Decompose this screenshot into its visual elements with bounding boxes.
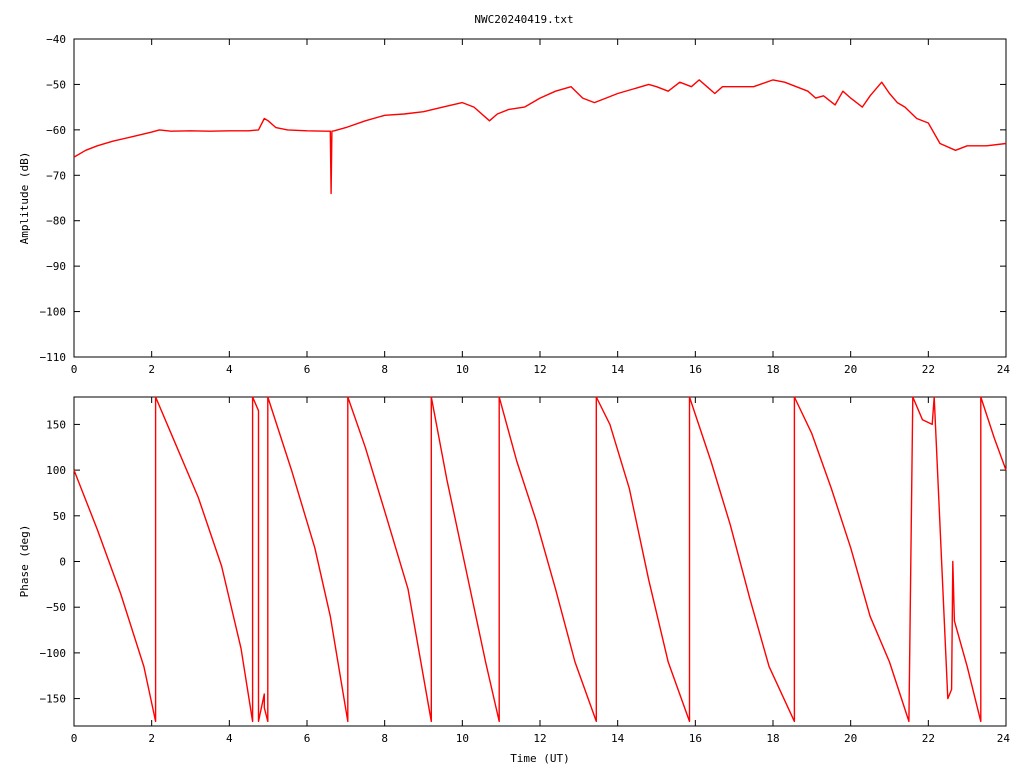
- phase-x-tick-label: 6: [304, 732, 311, 745]
- phase-y-tick-label: −150: [40, 693, 67, 706]
- phase-x-tick-label: 12: [533, 732, 546, 745]
- phase-x-axis-label: Time (UT): [510, 752, 570, 765]
- phase-y-tick-label: −100: [40, 647, 67, 660]
- phase-series-line: [73, 396, 1007, 723]
- amplitude-series-group: [73, 79, 1007, 195]
- phase-y-tick-label: 0: [59, 556, 66, 569]
- phase-x-tick-label: 14: [611, 732, 625, 745]
- amplitude-x-tick-label: 4: [226, 363, 233, 376]
- amplitude-x-tick-label: 22: [922, 363, 935, 376]
- phase-y-axis-label: Phase (deg): [18, 525, 31, 598]
- amplitude-y-axis-label: Amplitude (dB): [18, 152, 31, 245]
- amplitude-x-tick-label: 24: [997, 363, 1011, 376]
- amplitude-x-tick-label: 2: [148, 363, 155, 376]
- amplitude-y-tick-label: −80: [46, 215, 66, 228]
- phase-x-tick-label: 4: [226, 732, 233, 745]
- phase-x-tick-label: 0: [71, 732, 78, 745]
- amplitude-y-tick-label: −90: [46, 260, 66, 273]
- amplitude-x-tick-label: 8: [381, 363, 388, 376]
- phase-x-tick-label: 16: [689, 732, 702, 745]
- amplitude-series-line: [73, 79, 1007, 195]
- phase-x-tick-label: 8: [381, 732, 388, 745]
- amplitude-x-tick-label: 18: [766, 363, 779, 376]
- phase-x-tick-label: 22: [922, 732, 935, 745]
- amplitude-x-ticks: 0 2 4 6 8 10 12 14 16 18 20 22 24: [71, 39, 1011, 376]
- amplitude-y-tick-label: −40: [46, 33, 66, 46]
- amplitude-y-tick-label: −60: [46, 124, 66, 137]
- amplitude-y-tick-label: −100: [40, 306, 67, 319]
- amplitude-panel: −110−100−90−80−70−60−50−40 0 2 4 6 8 10 12 14 16…: [18, 33, 1010, 376]
- amplitude-y-ticks: −110 −100 −90 −80 −70 −60 −50 −40: [40, 33, 1006, 364]
- amplitude-x-tick-label: 16: [689, 363, 702, 376]
- amplitude-x-tick-label: 14: [611, 363, 625, 376]
- phase-x-tick-label: 18: [766, 732, 779, 745]
- phase-x-tick-label: 24: [997, 732, 1011, 745]
- phase-y-tick-label: 50: [53, 510, 66, 523]
- phase-y-ticks: −150 −100 −50 0 50 100 150: [40, 418, 1006, 706]
- chart-title: NWC20240419.txt: [474, 13, 573, 26]
- amplitude-x-tick-label: 12: [533, 363, 546, 376]
- phase-plot-frame: [73, 396, 1007, 727]
- amplitude-y-tick-label: −110: [40, 351, 67, 364]
- phase-x-tick-label: 10: [456, 732, 469, 745]
- amplitude-x-tick-label: 20: [844, 363, 857, 376]
- phase-y-tick-label: −50: [46, 601, 66, 614]
- phase-x-tick-label: 20: [844, 732, 857, 745]
- phase-y-tick-label: 150: [46, 418, 66, 431]
- amplitude-y-tick-label: −50: [46, 78, 66, 91]
- amplitude-x-tick-label: 6: [304, 363, 311, 376]
- amplitude-y-tick-label: −70: [46, 169, 66, 182]
- phase-y-tick-label: 100: [46, 464, 66, 477]
- amplitude-plot-frame: [73, 38, 1007, 358]
- phase-x-tick-label: 2: [148, 732, 155, 745]
- amplitude-x-tick-label: 0: [71, 363, 78, 376]
- amplitude-x-tick-label: 10: [456, 363, 469, 376]
- phase-series-group: [73, 396, 1007, 723]
- phase-x-ticks: 0 2 4 6 8 10 12 14 16 18 20 22 24: [71, 397, 1011, 745]
